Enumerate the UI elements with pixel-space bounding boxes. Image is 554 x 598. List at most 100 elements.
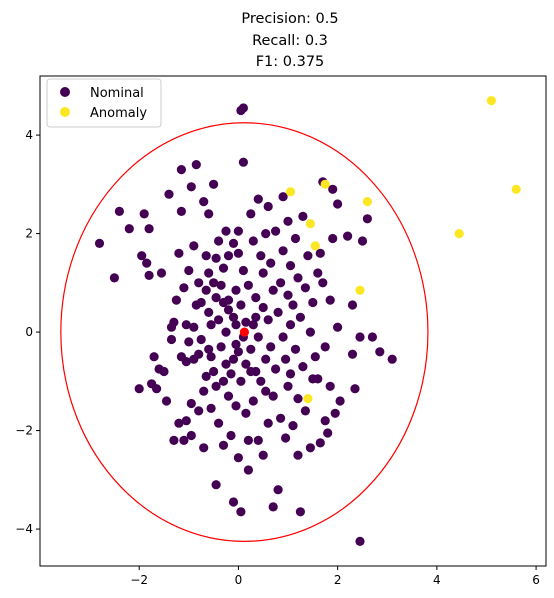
nominal-point (231, 285, 241, 295)
nominal-point (305, 443, 315, 453)
nominal-point (355, 536, 365, 547)
y-tick-label: −2 (15, 424, 33, 438)
nominal-point (169, 317, 179, 327)
nominal-point (343, 231, 353, 241)
nominal-point (300, 283, 310, 293)
nominal-point (134, 384, 144, 394)
nominal-point (268, 285, 278, 295)
nominal-point (355, 332, 365, 342)
nominal-point (313, 374, 323, 384)
nominal-point (199, 443, 209, 453)
nominal-point (367, 332, 377, 342)
decision-boundary-ellipse (60, 122, 429, 542)
nominal-point (214, 315, 224, 325)
nominal-point (233, 248, 243, 258)
nominal-point (246, 209, 256, 219)
anomaly-point (486, 96, 496, 106)
anomaly-point (310, 241, 320, 251)
legend-marker-anomaly (60, 107, 70, 117)
nominal-point (278, 246, 288, 256)
nominal-point (199, 197, 209, 207)
nominal-point (231, 339, 241, 349)
center-point (239, 327, 249, 337)
nominal-point (238, 157, 248, 167)
nominal-point (201, 371, 211, 381)
nominal-point (271, 364, 281, 374)
title-line-recall: Recall: 0.3 (252, 33, 328, 49)
nominal-point (139, 209, 149, 219)
nominal-point (152, 384, 162, 394)
nominal-point (236, 507, 246, 517)
nominal-point (256, 251, 266, 261)
series-nominal (94, 103, 397, 547)
nominal-point (320, 342, 330, 352)
nominal-point (228, 497, 239, 507)
nominal-point (221, 327, 231, 337)
nominal-point (328, 233, 338, 244)
nominal-point (246, 344, 256, 354)
nominal-point (281, 433, 291, 443)
x-tick-label: 2 (334, 573, 342, 587)
nominal-point (281, 354, 291, 364)
nominal-point (144, 270, 154, 280)
nominal-point (114, 206, 124, 216)
nominal-point (263, 201, 273, 212)
nominal-point (261, 354, 271, 364)
nominal-point (243, 465, 253, 475)
nominal-point (285, 320, 296, 330)
nominal-point (211, 293, 221, 303)
nominal-point (276, 413, 286, 423)
nominal-point (288, 300, 298, 310)
nominal-point (246, 366, 256, 377)
nominal-point (258, 450, 268, 460)
nominal-point (149, 352, 159, 362)
nominal-point (184, 265, 194, 276)
legend: Nominal Anomaly (46, 78, 162, 128)
nominal-point (333, 199, 343, 209)
nominal-point (278, 332, 288, 342)
legend-marker-nominal (60, 87, 70, 97)
nominal-point (268, 502, 278, 512)
nominal-point (161, 396, 172, 406)
nominal-point (174, 248, 184, 258)
nominal-point (179, 283, 189, 293)
nominal-point (209, 278, 219, 288)
nominal-point (303, 251, 313, 261)
nominal-point (290, 233, 301, 244)
nominal-point (226, 369, 236, 379)
nominal-point (233, 453, 243, 463)
nominal-point (261, 386, 271, 396)
anomaly-point (362, 197, 372, 207)
nominal-point (211, 381, 221, 391)
nominal-point (238, 265, 248, 276)
nominal-point (223, 295, 234, 305)
nominal-point (238, 103, 248, 113)
nominal-point (186, 430, 196, 441)
nominal-point (196, 334, 206, 345)
nominal-point (236, 376, 246, 386)
nominal-point (218, 376, 229, 386)
nominal-point (201, 285, 211, 295)
nominal-point (223, 251, 234, 261)
nominal-point (204, 307, 214, 317)
nominal-point (285, 261, 296, 271)
nominal-point (179, 435, 189, 445)
nominal-point (171, 295, 181, 305)
nominal-point (350, 384, 360, 394)
anomaly-point (285, 187, 296, 197)
nominal-point (253, 435, 263, 445)
nominal-point (256, 376, 266, 386)
nominal-point (181, 416, 191, 426)
nominal-point (137, 251, 147, 261)
nominal-point (357, 236, 368, 246)
nominal-point (223, 305, 234, 315)
nominal-point (231, 320, 241, 330)
nominal-point (300, 406, 310, 416)
nominal-point (164, 189, 174, 199)
nominal-point (214, 418, 224, 428)
nominal-point (276, 278, 286, 288)
nominal-point (325, 295, 335, 305)
nominal-point (243, 435, 253, 445)
nominal-point (290, 344, 301, 354)
nominal-point (241, 408, 251, 418)
